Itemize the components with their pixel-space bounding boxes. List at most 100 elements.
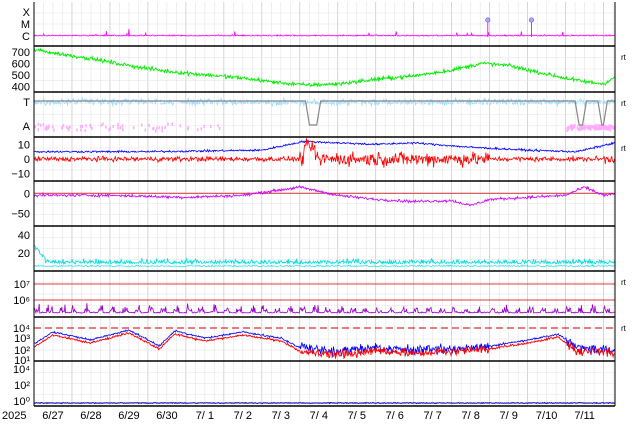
alpha-point (603, 124, 605, 128)
alpha-point (601, 126, 603, 130)
alpha-point (179, 124, 182, 128)
alpha-point (121, 124, 124, 128)
alpha-point (154, 129, 157, 133)
alpha-point (592, 125, 595, 129)
alpha-point (39, 123, 42, 127)
alpha-point (594, 125, 596, 129)
alpha-point (603, 126, 606, 130)
density-panel (33, 245, 616, 268)
alpha-point (591, 125, 593, 129)
x-tick-label: 7/ 8 (462, 410, 480, 422)
y-tick-label: 0 (24, 154, 30, 166)
alpha-point (122, 128, 124, 132)
speed-panel (33, 47, 616, 88)
alpha-point (164, 125, 166, 129)
alpha-point (161, 126, 164, 130)
alpha-point (612, 126, 615, 130)
alpha-point (578, 128, 580, 132)
alpha-point (566, 129, 568, 133)
alpha-point (613, 126, 616, 130)
alpha-point (85, 124, 87, 128)
x-tick-label: 7/11 (574, 410, 595, 422)
electron-flux-panel (33, 283, 616, 315)
x-tick-label: 7/ 1 (196, 410, 214, 422)
y-tick-label: C (22, 31, 30, 43)
alpha-point (580, 124, 583, 128)
alpha-point (598, 126, 600, 130)
alpha-point (599, 125, 602, 129)
alpha-point (611, 125, 614, 129)
xray-panel (33, 17, 616, 37)
alpha-point (594, 126, 597, 130)
alpha-point (144, 128, 147, 132)
alpha-point (167, 122, 169, 126)
alpha-point (108, 128, 110, 132)
y-tick-label: 600 (12, 58, 30, 70)
alpha-point (80, 124, 82, 128)
alpha-point (81, 125, 83, 129)
alpha-point (161, 129, 163, 133)
flare-marker (485, 17, 491, 23)
alpha-point (218, 127, 221, 131)
x-tick-label: 6/29 (118, 410, 139, 422)
y-tick-label: M (21, 19, 30, 31)
imf-panel (33, 138, 616, 168)
y-tick-label: 10³ (14, 333, 30, 345)
alpha-point (609, 128, 612, 132)
alpha-point (132, 126, 135, 130)
alpha-point (595, 123, 597, 127)
alpha-point (209, 125, 212, 129)
alpha-point (600, 126, 602, 130)
y-tick-label: 700 (12, 47, 30, 59)
mode-step-line (34, 100, 615, 126)
alpha-point (117, 126, 119, 130)
alpha-point (588, 126, 590, 130)
alpha-point (579, 127, 581, 131)
alpha-point (596, 127, 599, 131)
alpha-point (61, 125, 64, 129)
alpha-point (42, 123, 45, 127)
alpha-point (37, 122, 40, 126)
alpha-point (597, 123, 600, 127)
density-line-secondary (33, 264, 616, 268)
alpha-point (582, 124, 584, 128)
y-tick-label: 10⁶ (13, 295, 30, 307)
alpha-point (152, 127, 154, 131)
alpha-point (586, 125, 589, 129)
alpha-point (141, 123, 143, 127)
alpha-point (91, 126, 93, 130)
realtime-marker: rt (621, 99, 627, 108)
x-tick-label: 7/10 (536, 410, 557, 422)
alpha-point (572, 124, 574, 128)
alpha-point (569, 124, 572, 128)
y-tick-label: 10⁴ (13, 323, 30, 335)
alpha-point (119, 126, 122, 130)
alpha-point (156, 126, 158, 130)
y-tick-label: −10 (11, 169, 30, 181)
alpha-point (45, 125, 48, 129)
alpha-point (69, 125, 71, 129)
x-tick-label: 7/ 6 (386, 410, 404, 422)
xray-flux-line (33, 28, 616, 37)
alpha-point (102, 122, 104, 126)
alpha-point (582, 127, 584, 131)
alpha-point (48, 124, 50, 128)
alpha-point (577, 126, 579, 130)
alpha-point (605, 125, 608, 129)
alpha-point (62, 124, 65, 128)
y-tick-label: 10⁴ (13, 364, 30, 376)
alpha-point (579, 124, 582, 128)
alpha-point (100, 123, 103, 127)
alpha-point (572, 127, 574, 131)
bz-line (33, 138, 616, 168)
alpha-point (576, 125, 579, 129)
alpha-point (610, 125, 613, 129)
alpha-point (117, 123, 119, 127)
alpha-point (573, 125, 576, 129)
alpha-point (158, 126, 160, 130)
alpha-point (45, 127, 48, 131)
y-tick-label: 10² (14, 380, 30, 392)
y-tick-label: 20 (18, 248, 30, 260)
y-tick-label: 0 (24, 188, 30, 200)
alpha-point (608, 124, 610, 128)
